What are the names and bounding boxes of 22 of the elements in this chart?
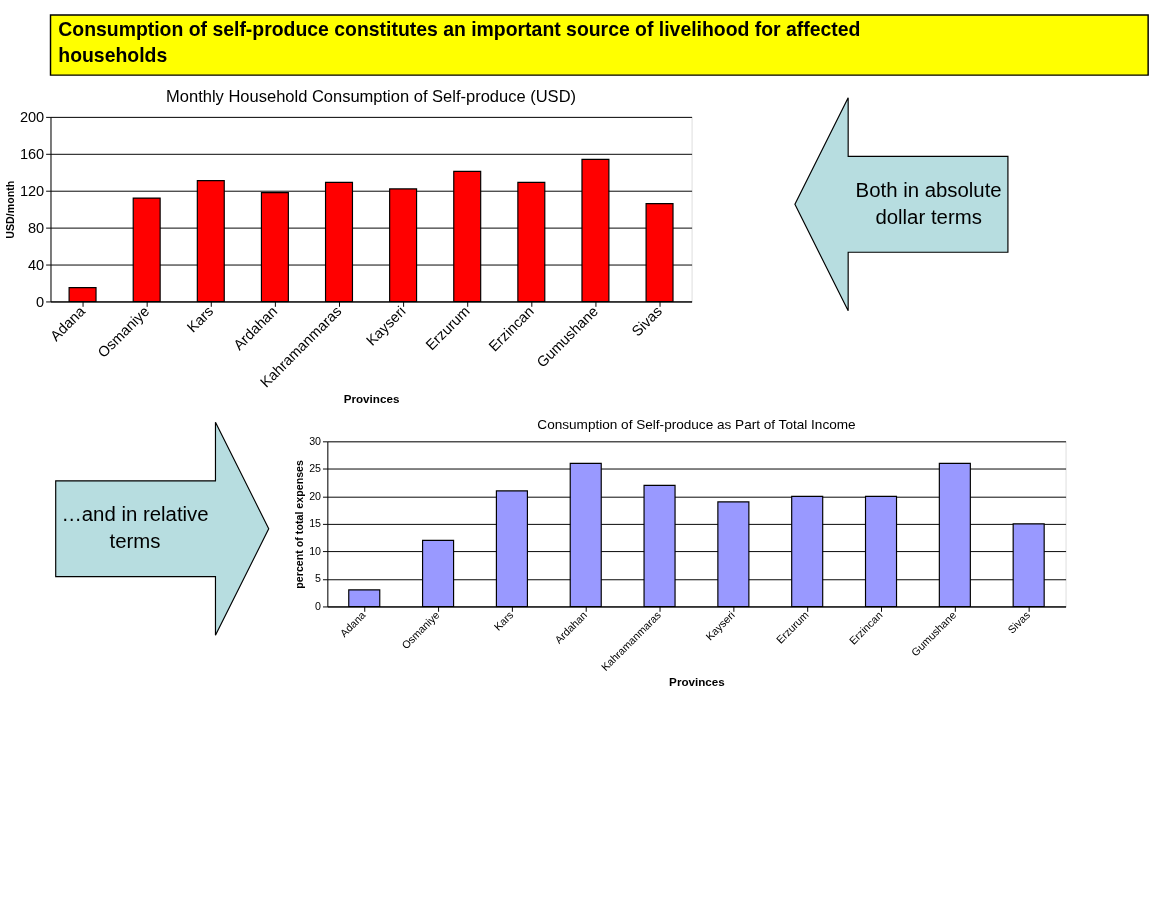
y-tick-label: 40 — [27, 256, 45, 273]
chart-title: Consumption of Self-produce as Part of Total Income — [537, 416, 856, 432]
chart-title: Monthly Household Consumption of Self-produce (USD) — [166, 87, 577, 106]
y-tick-label: 20 — [309, 489, 322, 502]
y-tick-label: 30 — [309, 434, 322, 447]
text: …and in relative terms — [61, 502, 209, 553]
x-axis-title: Provinces — [343, 392, 400, 406]
y-tick-label: 160 — [19, 146, 45, 163]
y-tick-label: 5 — [315, 572, 322, 585]
y-axis-title: percent of total expenses — [293, 459, 306, 589]
y-tick-label: 0 — [36, 293, 45, 310]
text: Consumption of self-produce constitutes an important source of livelihood for affected households — [58, 18, 861, 66]
y-tick-label: 120 — [19, 183, 45, 200]
text: Both in absolute dollar terms — [855, 178, 1002, 228]
x-axis-title: Provinces — [669, 674, 725, 688]
y-tick-label: 200 — [19, 109, 45, 126]
y-tick-label: 25 — [309, 462, 322, 475]
y-tick-label: 80 — [27, 219, 45, 236]
y-tick-label: 15 — [309, 517, 322, 530]
y-tick-label: 0 — [315, 599, 322, 612]
y-tick-label: 10 — [309, 544, 322, 557]
y-axis-title: USD/month — [4, 180, 17, 239]
